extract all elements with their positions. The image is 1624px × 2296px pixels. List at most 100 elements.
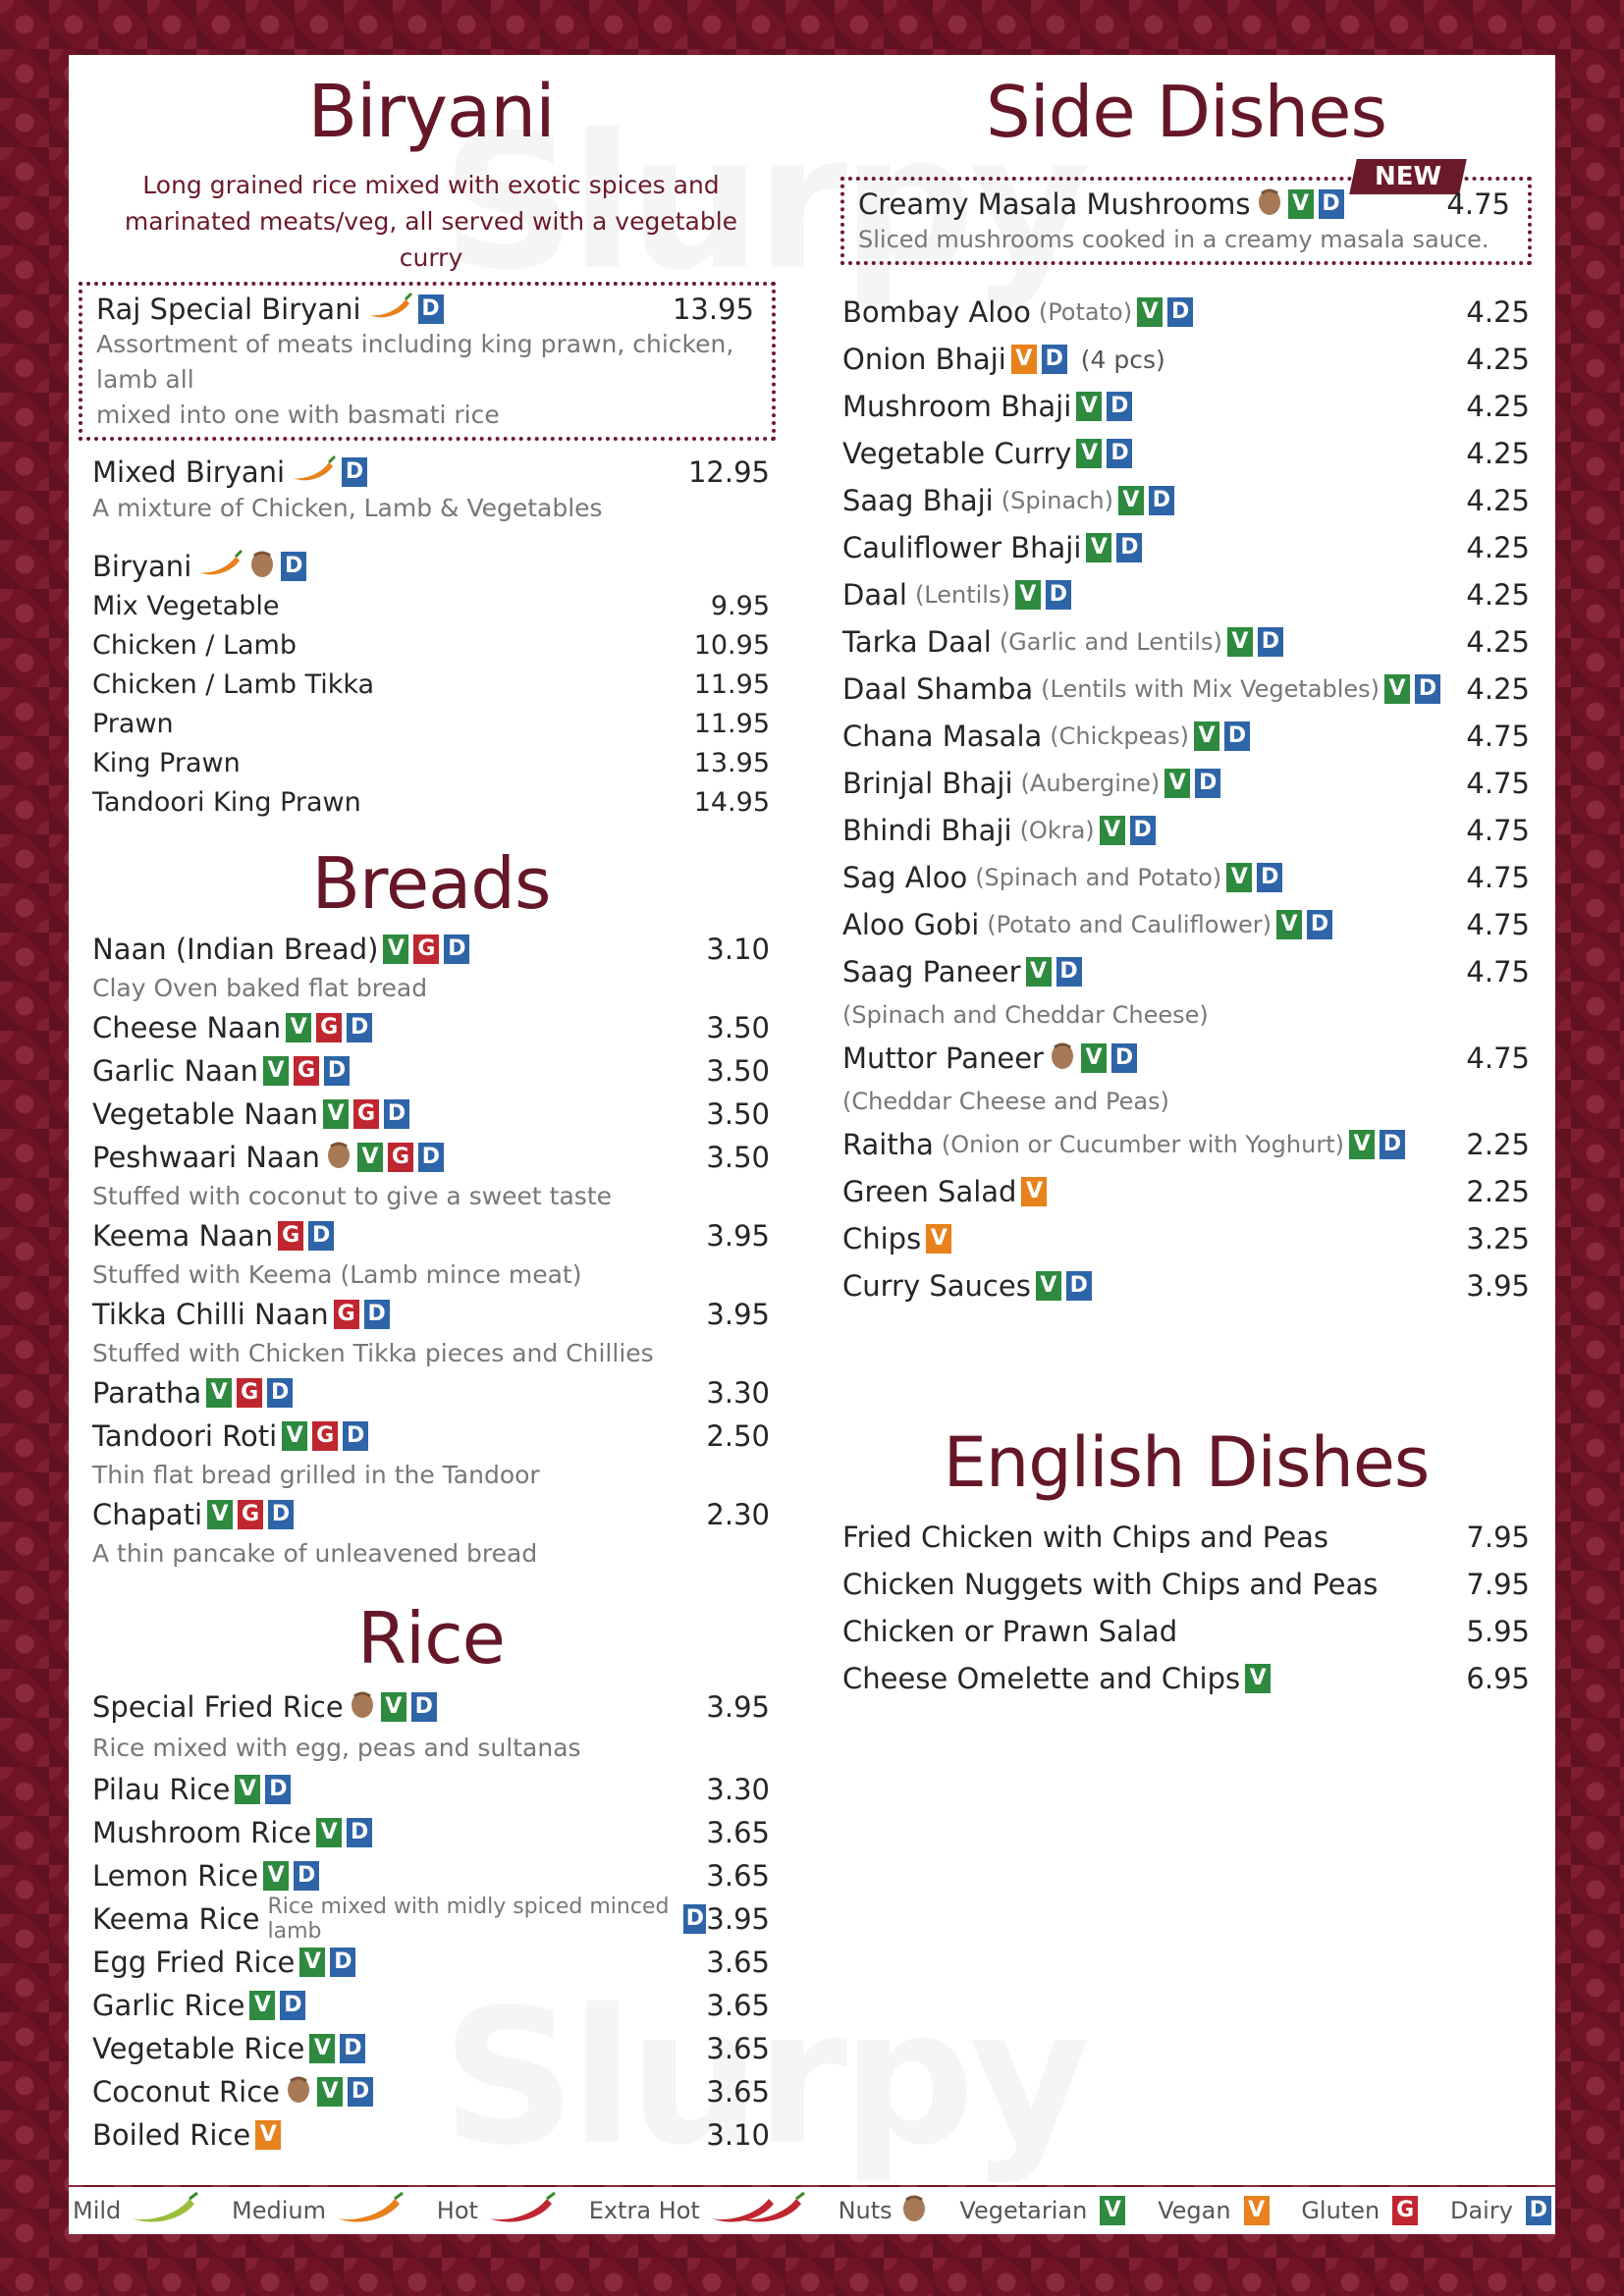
menu-item: Chicken / Lamb 10.95: [92, 625, 770, 665]
item-desc: Sliced mushrooms cooked in a creamy masa…: [858, 226, 1489, 253]
item-name: Tikka Chilli Naan: [92, 1298, 329, 1331]
item-subtext: (Onion or Cucumber with Yoghurt): [941, 1131, 1344, 1158]
item-name: Chips: [842, 1222, 922, 1255]
item-desc: A mixture of Chicken, Lamb & Vegetables: [92, 494, 603, 522]
vegetarian-tag: V: [1384, 674, 1411, 704]
item-desc: (Spinach and Cheddar Cheese): [842, 1001, 1209, 1029]
menu-item: Cheese Naan V G D 3.50: [92, 1006, 770, 1049]
gluten-tag: G: [387, 1143, 413, 1172]
section-title-rice: Rice: [357, 1597, 506, 1680]
nut-icon: [285, 2073, 312, 2111]
dairy-tag: D: [383, 1099, 409, 1129]
vegetarian-tag: V: [249, 1991, 276, 2020]
item-price: 4.75: [1466, 955, 1530, 988]
item-subtext: (Garlic and Lentils): [999, 628, 1222, 656]
vegetarian-tag: V: [263, 1861, 290, 1891]
vegetarian-tag: V: [1117, 486, 1144, 515]
menu-item: Chapati V G D 2.30: [92, 1493, 770, 1536]
vegetarian-tag: V: [1100, 2196, 1126, 2225]
gluten-tag: G: [237, 1378, 263, 1408]
dairy-tag: D: [1167, 297, 1194, 327]
item-subtext: (4 pcs): [1080, 345, 1165, 374]
item-name: Aloo Gobi: [842, 908, 980, 941]
medium-chilli-icon: [290, 454, 337, 491]
item-subtext: Rice mixed with midly spiced minced lamb: [267, 1895, 670, 1944]
item-name: Paratha: [92, 1376, 202, 1410]
item-subtext: (Spinach): [1001, 487, 1113, 514]
item-name: Pilau Rice: [92, 1773, 231, 1806]
menu-item: Garlic Naan V G D 3.50: [92, 1049, 770, 1093]
item-price: 4.25: [1466, 531, 1530, 564]
item-name: Creamy Masala Mushrooms: [858, 187, 1251, 221]
nut-icon: [1256, 186, 1283, 224]
legend-label: Nuts: [838, 2197, 893, 2224]
menu-item: Brinjal Bhaji (Aubergine) V D 4.75: [842, 760, 1530, 807]
dairy-tag: D: [281, 552, 307, 581]
item-price: 3.65: [706, 1816, 770, 1849]
mild-chilli-icon: [129, 2191, 199, 2230]
vegetarian-tag: V: [1193, 721, 1219, 751]
dairy-tag: D: [342, 457, 368, 487]
item-name: Keema Rice: [92, 1902, 260, 1936]
medium-chilli-icon: [196, 549, 244, 585]
right-column: Side Dishes NEW Creamy Masala Mushrooms …: [840, 55, 1532, 1702]
item-price: 3.10: [706, 933, 770, 966]
vegetarian-tag: V: [356, 1143, 383, 1172]
vegetarian-tag: V: [1226, 627, 1253, 657]
item-name: Chicken / Lamb: [92, 629, 297, 661]
legend-vegan: Vegan V: [1158, 2196, 1270, 2225]
vegan-tag: V: [1243, 2196, 1270, 2225]
menu-item: Creamy Masala Mushrooms V D 4.75: [858, 187, 1514, 222]
vegetarian-tag: V: [1164, 769, 1191, 798]
rice-list: Special Fried Rice V D 3.95 Rice mixed with …: [92, 1685, 770, 2157]
item-name: King Prawn: [92, 747, 241, 778]
menu-item: Mushroom Bhaji V D 4.25: [842, 383, 1530, 430]
item-price: 4.75: [1466, 1041, 1530, 1075]
menu-item: Mushroom Rice V D 3.65: [92, 1811, 770, 1854]
legend-nuts: Nuts: [839, 2192, 928, 2229]
item-name: Muttor Paneer: [842, 1041, 1044, 1075]
dairy-tag: D: [1415, 674, 1441, 704]
menu-item: Boiled Rice V 3.10: [92, 2113, 770, 2157]
item-price: 3.10: [706, 2118, 770, 2152]
menu-item: Mixed Biryani D 12.95: [92, 453, 770, 492]
menu-item: Keema Naan G D 3.95: [92, 1214, 770, 1257]
section-title-biryani: Biryani: [307, 70, 555, 154]
legend-bar: Mild Medium Hot Extra Hot Nuts Vegetaria…: [69, 2187, 1555, 2234]
item-desc: Assortment of meats including king prawn…: [96, 330, 734, 394]
biryani-subtitle: Long grained rice mixed with exotic spic…: [92, 167, 770, 276]
item-price: 4.25: [1466, 295, 1530, 329]
item-desc: Thin flat bread grilled in the Tandoor: [92, 1461, 540, 1489]
left-column: Biryani Long grained rice mixed with exo…: [79, 55, 776, 2157]
item-subtext: (Potato): [1038, 298, 1133, 326]
dairy-tag: D: [1307, 910, 1333, 939]
item-name: Mixed Biryani: [92, 455, 286, 489]
item-name: Onion Bhaji: [842, 343, 1006, 376]
item-name: Fried Chicken with Chips and Peas: [842, 1521, 1328, 1554]
vegetarian-tag: V: [1245, 1664, 1272, 1693]
nut-icon: [325, 1139, 352, 1177]
english-list: Fried Chicken with Chips and Peas 7.95 Chi…: [842, 1514, 1530, 1702]
dairy-tag: D: [268, 1500, 295, 1529]
section-title-side-dishes: Side Dishes: [986, 71, 1387, 153]
item-name: Boiled Rice: [92, 2118, 251, 2152]
menu-item: Vegetable Rice V D 3.65: [92, 2027, 770, 2070]
item-name: Cheese Omelette and Chips: [842, 1662, 1241, 1695]
item-desc: Stuffed with Chicken Tikka pieces and Ch…: [92, 1339, 654, 1367]
biryani-subtitle-line: marinated meats/veg, all served with a v…: [124, 207, 738, 272]
item-price: 2.25: [1466, 1175, 1530, 1208]
item-desc: mixed into one with basmati rice: [96, 400, 500, 429]
item-price: 4.25: [1466, 484, 1530, 517]
item-name: Vegetable Rice: [92, 2032, 305, 2065]
vegetarian-tag: V: [263, 1056, 290, 1086]
legend-gluten: Gluten G: [1301, 2196, 1419, 2225]
biryani-subtitle-line: Long grained rice mixed with exotic spic…: [142, 171, 720, 199]
featured-box: NEW Creamy Masala Mushrooms V D 4.75 Sli…: [840, 159, 1532, 265]
item-price: 7.95: [1466, 1568, 1530, 1601]
menu-item: Muttor Paneer V D 4.75: [842, 1035, 1530, 1082]
gluten-tag: G: [294, 1056, 320, 1086]
vegetarian-tag: V: [1025, 957, 1052, 987]
item-name: Chana Masala: [842, 720, 1043, 753]
dairy-tag: D: [1379, 1130, 1405, 1159]
item-name: Bombay Aloo: [842, 295, 1031, 329]
